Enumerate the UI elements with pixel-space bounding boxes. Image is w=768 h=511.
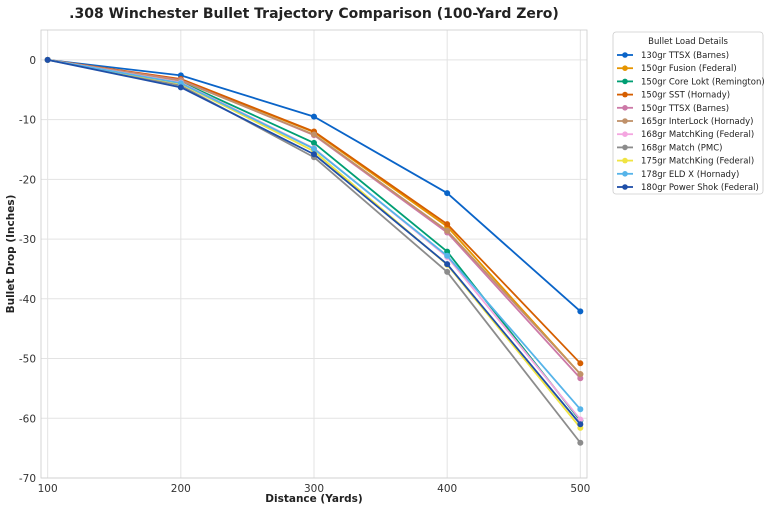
data-point	[444, 268, 451, 275]
y-tick-label: -30	[19, 234, 36, 246]
y-tick-label: -60	[19, 413, 36, 425]
x-tick-label: 100	[38, 483, 58, 495]
legend-label: 168gr MatchKing (Federal)	[641, 130, 754, 140]
legend-label: 150gr TTSX (Barnes)	[641, 104, 729, 114]
data-point	[311, 113, 317, 120]
legend-items: 130gr TTSX (Barnes) 150gr Fusion (Federal…	[617, 51, 765, 193]
legend-swatch-marker	[622, 184, 628, 190]
data-point	[577, 371, 584, 378]
chart-title: .308 Winchester Bullet Trajectory Compar…	[69, 6, 559, 22]
legend-label: 180gr Power Shok (Federal)	[641, 183, 759, 193]
legend-swatch-marker	[622, 65, 628, 71]
data-point	[577, 416, 584, 423]
legend-label: 130gr TTSX (Barnes)	[641, 51, 729, 61]
grid	[41, 30, 587, 479]
legend-label: 150gr Core Lokt (Remington)	[641, 77, 765, 87]
legend-item: 168gr Match (PMC)	[617, 143, 722, 153]
legend-swatch-marker	[622, 131, 628, 137]
legend-box	[612, 31, 764, 195]
y-tick-label: 0	[29, 55, 36, 67]
x-tick-label: 300	[304, 483, 324, 495]
data-point	[444, 252, 451, 259]
legend-swatch-marker	[622, 118, 628, 124]
data-point	[444, 261, 451, 268]
legend-title: Bullet Load Details	[648, 37, 728, 47]
data-point	[577, 308, 584, 315]
legend-item: 168gr MatchKing (Federal)	[617, 130, 754, 140]
legend-swatch-marker	[622, 91, 628, 98]
x-tick-label: 400	[437, 483, 457, 495]
x-tick-label: 500	[570, 483, 590, 495]
data-point	[311, 145, 317, 152]
legend-item: 130gr TTSX (Barnes)	[617, 51, 729, 61]
series-layer	[44, 56, 584, 446]
legend-item: 150gr Core Lokt (Remington)	[617, 77, 765, 87]
plot-frame	[40, 29, 588, 479]
x-tick-labels: 100 200 300 400 500	[38, 483, 591, 495]
legend-item: 165gr InterLock (Hornady)	[617, 117, 753, 127]
legend-swatch-marker	[622, 157, 628, 164]
data-point	[444, 190, 451, 197]
legend-item: 150gr SST (Hornady)	[617, 91, 730, 101]
data-point	[577, 406, 584, 413]
data-point	[444, 227, 451, 234]
legend-label: 178gr ELD X (Hornady)	[641, 170, 739, 180]
legend: Bullet Load Details 130gr TTSX (Barnes)1…	[612, 31, 765, 195]
legend-item: 150gr TTSX (Barnes)	[617, 104, 729, 114]
legend-item: 175gr MatchKing (Federal)	[617, 157, 754, 167]
data-point	[44, 56, 51, 63]
data-point	[577, 360, 584, 367]
data-point	[577, 421, 584, 428]
legend-item: 150gr Fusion (Federal)	[617, 64, 737, 74]
legend-item: 180gr Power Shok (Federal)	[617, 183, 759, 193]
y-axis-label: Bullet Drop (Inches)	[5, 195, 17, 314]
data-point	[311, 139, 317, 146]
legend-swatch-marker	[622, 78, 628, 85]
legend-swatch-marker	[622, 171, 628, 177]
y-tick-label: -10	[19, 115, 36, 127]
legend-label: 168gr Match (PMC)	[641, 143, 722, 153]
data-point	[444, 221, 451, 228]
legend-label: 150gr Fusion (Federal)	[641, 64, 737, 74]
legend-item: 178gr ELD X (Hornady)	[617, 170, 739, 180]
data-point	[177, 84, 184, 91]
y-tick-label: -70	[19, 473, 36, 485]
x-axis-label: Distance (Yards)	[265, 493, 362, 505]
data-point	[311, 151, 317, 158]
legend-swatch-marker	[622, 105, 628, 111]
y-tick-labels: 0 -10 -20 -30 -40 -50 -60 -70	[19, 55, 36, 485]
legend-label: 150gr SST (Hornady)	[641, 91, 730, 101]
x-tick-label: 200	[171, 483, 191, 495]
legend-swatch-marker	[622, 52, 628, 58]
data-point	[577, 375, 584, 382]
y-tick-label: -40	[19, 294, 36, 306]
data-point	[577, 439, 584, 446]
y-tick-label: -20	[19, 174, 36, 186]
legend-swatch-marker	[622, 144, 628, 151]
data-point	[311, 131, 317, 138]
data-point	[444, 248, 451, 255]
y-tick-label: -50	[19, 354, 36, 366]
data-point	[177, 80, 184, 87]
legend-label: 165gr InterLock (Hornady)	[641, 117, 753, 127]
series	[44, 56, 584, 428]
legend-label: 175gr MatchKing (Federal)	[641, 157, 754, 167]
